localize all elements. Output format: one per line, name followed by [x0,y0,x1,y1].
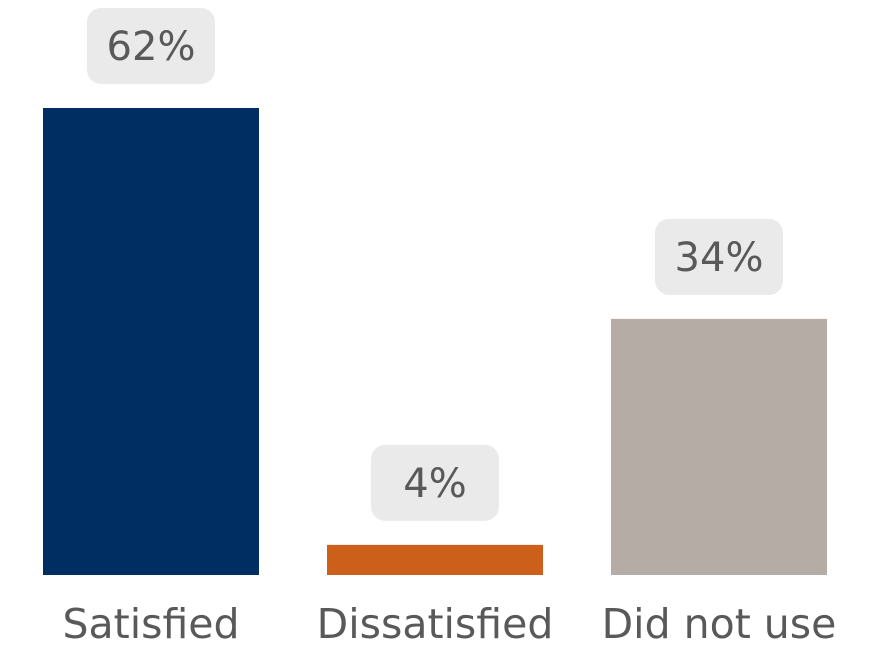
x-tick-label: Did not use [602,600,837,648]
data-label-box [655,218,783,295]
bar-did-not-use [611,318,827,575]
x-axis-tick-labels: Satisfied Dissatisfied Did not use [62,600,836,648]
data-label-text: 62% [107,24,196,70]
bar-dissatisfied [327,544,543,575]
bars-layer [43,108,827,575]
data-label-text: 34% [675,235,764,281]
x-tick-label: Satisfied [62,600,239,648]
data-label-text: 4% [403,461,466,507]
data-labels-layer: 62% 4% 34% [87,8,783,521]
data-label-box [87,8,215,84]
data-label: 4% [371,444,499,521]
bar-satisfied [43,108,259,575]
data-label-box [371,444,499,521]
x-tick-label: Dissatisfied [317,600,554,648]
data-label: 34% [655,218,783,295]
data-label: 62% [87,8,215,84]
